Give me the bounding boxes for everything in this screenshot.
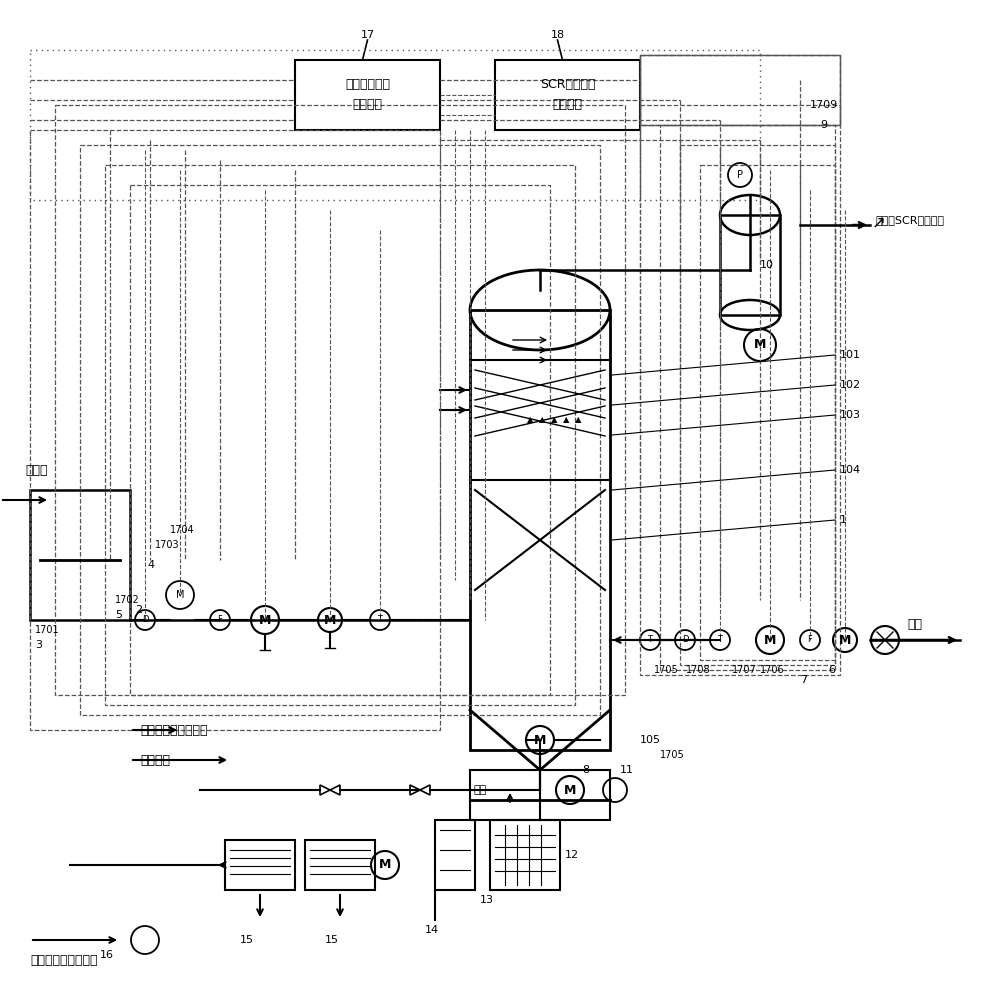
Text: 6: 6: [828, 665, 835, 675]
Text: M: M: [564, 784, 576, 796]
Polygon shape: [320, 785, 330, 795]
Text: M: M: [379, 858, 391, 871]
Text: M: M: [324, 613, 336, 626]
Text: 1704: 1704: [170, 525, 194, 535]
Text: 1706: 1706: [760, 665, 785, 675]
Text: ▲: ▲: [575, 416, 582, 424]
Text: 11: 11: [620, 765, 634, 775]
Text: 102: 102: [840, 380, 861, 390]
Text: 3: 3: [35, 640, 42, 650]
Text: 1705: 1705: [660, 750, 685, 760]
Text: T: T: [378, 615, 383, 624]
Text: D: D: [682, 636, 689, 645]
Text: F: F: [807, 636, 812, 645]
Text: 2: 2: [135, 605, 142, 615]
Text: 4: 4: [147, 560, 154, 570]
Text: 氨气去SCR脱硝系统: 氨气去SCR脱硝系统: [875, 215, 944, 225]
Text: 至循环氨水使用单元: 至循环氨水使用单元: [140, 724, 208, 736]
Text: 1703: 1703: [155, 540, 180, 550]
Text: 空气: 空气: [907, 618, 922, 632]
Text: F: F: [218, 615, 223, 624]
Text: 5: 5: [115, 610, 122, 620]
Text: 控制模块: 控制模块: [552, 99, 583, 111]
Text: 16: 16: [100, 950, 114, 960]
Text: 1: 1: [840, 515, 847, 525]
Text: 7: 7: [800, 675, 807, 685]
Text: ↗: ↗: [872, 213, 886, 231]
Text: 控制模块: 控制模块: [352, 99, 383, 111]
Text: 中水回用: 中水回用: [140, 754, 170, 766]
Text: 加酸: 加酸: [474, 785, 487, 795]
Text: 15: 15: [325, 935, 339, 945]
Text: 13: 13: [480, 895, 494, 905]
Text: 1707: 1707: [732, 665, 756, 675]
Text: 12: 12: [565, 850, 579, 860]
Text: 10: 10: [760, 260, 774, 270]
Text: T: T: [647, 636, 652, 645]
Text: T: T: [717, 636, 722, 645]
Text: P: P: [737, 170, 743, 180]
Text: 1708: 1708: [686, 665, 710, 675]
Text: 1709: 1709: [810, 100, 838, 110]
Text: 1702: 1702: [115, 595, 139, 605]
Text: 15: 15: [240, 935, 254, 945]
Text: 18: 18: [550, 30, 564, 40]
Polygon shape: [420, 785, 430, 795]
Text: 1701: 1701: [35, 625, 60, 635]
Text: ▲: ▲: [550, 416, 557, 424]
Text: 105: 105: [640, 735, 661, 745]
Text: D: D: [141, 615, 148, 624]
Text: ▲: ▲: [539, 416, 545, 424]
Text: 1705: 1705: [654, 665, 679, 675]
Text: 9: 9: [820, 120, 827, 130]
Text: M: M: [534, 734, 546, 746]
Text: M: M: [259, 613, 271, 626]
Text: 101: 101: [840, 350, 861, 360]
Text: 17: 17: [360, 30, 375, 40]
Text: M: M: [176, 590, 184, 600]
Text: ▲: ▲: [527, 416, 534, 424]
Polygon shape: [330, 785, 340, 795]
Text: 14: 14: [425, 925, 439, 935]
Text: 氨水制氨系统: 氨水制氨系统: [345, 79, 390, 92]
Text: M: M: [753, 338, 766, 352]
Text: M: M: [839, 634, 852, 647]
Polygon shape: [410, 785, 420, 795]
Text: SCR脱硝系统: SCR脱硝系统: [540, 79, 595, 92]
Text: 104: 104: [840, 465, 861, 475]
Text: ▲: ▲: [563, 416, 569, 424]
Text: 浓氨水: 浓氨水: [25, 464, 47, 477]
Text: M: M: [764, 634, 776, 647]
Text: 8: 8: [582, 765, 590, 775]
Text: 至剩余氨水处理系统: 至剩余氨水处理系统: [30, 954, 97, 966]
Text: 103: 103: [840, 410, 861, 420]
